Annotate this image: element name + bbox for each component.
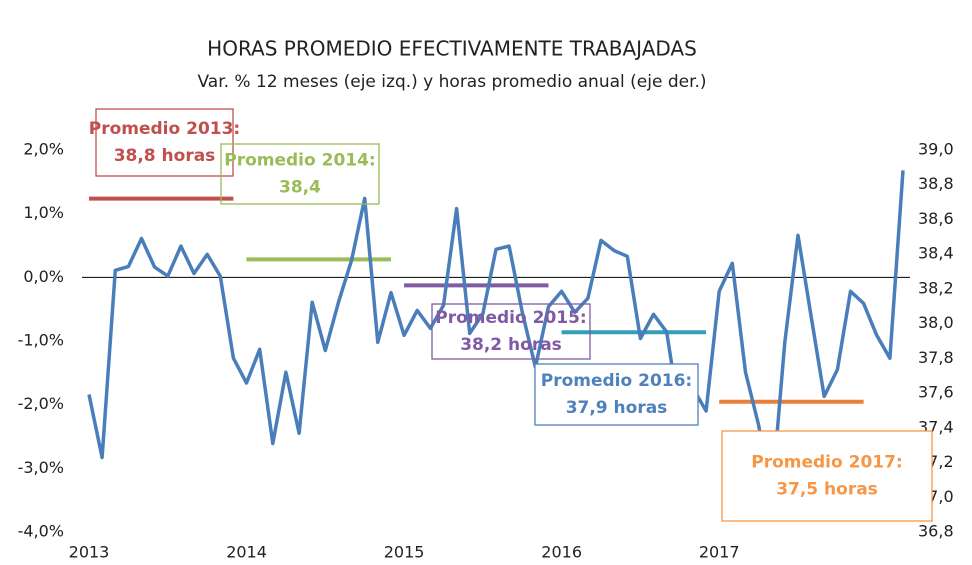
y2-tick-label: 36,8: [918, 522, 954, 541]
annotation-box: [431, 303, 591, 360]
y-tick-label: 0,0%: [23, 267, 64, 286]
x-tick-label: 2014: [226, 543, 267, 562]
annotation-text: 37,5 horas: [776, 480, 878, 500]
annotation-text: 38,2 horas: [460, 335, 562, 355]
annotation-text: 38,4: [279, 178, 321, 198]
annotation-box: [95, 108, 234, 177]
annotation-text: Promedio 2017:: [751, 453, 902, 473]
annotation-text: Promedio 2016:: [541, 371, 692, 391]
y2-tick-label: 38,8: [918, 174, 954, 193]
y2-tick-label: 37,6: [918, 383, 954, 402]
y2-tick-label: 38,4: [918, 244, 954, 263]
y-tick-label: 1,0%: [23, 203, 64, 222]
y2-tick-label: 38,2: [918, 278, 954, 297]
x-tick-label: 2013: [69, 543, 110, 562]
y2-tick-label: 39,0: [918, 140, 954, 159]
annotation-text: 38,8 horas: [114, 146, 216, 166]
annotation-text: Promedio 2015:: [435, 308, 586, 328]
annotation-box: [534, 363, 699, 426]
y2-tick-label: 37,8: [918, 348, 954, 367]
y-tick-label: -1,0%: [18, 331, 64, 350]
annotation-box: [220, 143, 380, 205]
x-tick-label: 2016: [541, 543, 582, 562]
annotation-box: [721, 430, 933, 522]
x-tick-label: 2015: [384, 543, 425, 562]
chart-subtitle: Var. % 12 meses (eje izq.) y horas prome…: [197, 72, 706, 92]
chart-title: HORAS PROMEDIO EFECTIVAMENTE TRABAJADAS: [207, 37, 697, 61]
x-tick-label: 2017: [699, 543, 740, 562]
annotation-text: 37,9 horas: [566, 398, 668, 418]
y-tick-label: -2,0%: [18, 394, 64, 413]
annotation-text: Promedio 2013:: [89, 119, 240, 139]
annotation-text: Promedio 2014:: [224, 151, 375, 171]
y-tick-label: -3,0%: [18, 458, 64, 477]
y2-tick-label: 38,0: [918, 313, 954, 332]
y2-tick-label: 38,6: [918, 209, 954, 228]
y-tick-label: 2,0%: [23, 140, 64, 159]
y-tick-label: -4,0%: [18, 522, 64, 541]
